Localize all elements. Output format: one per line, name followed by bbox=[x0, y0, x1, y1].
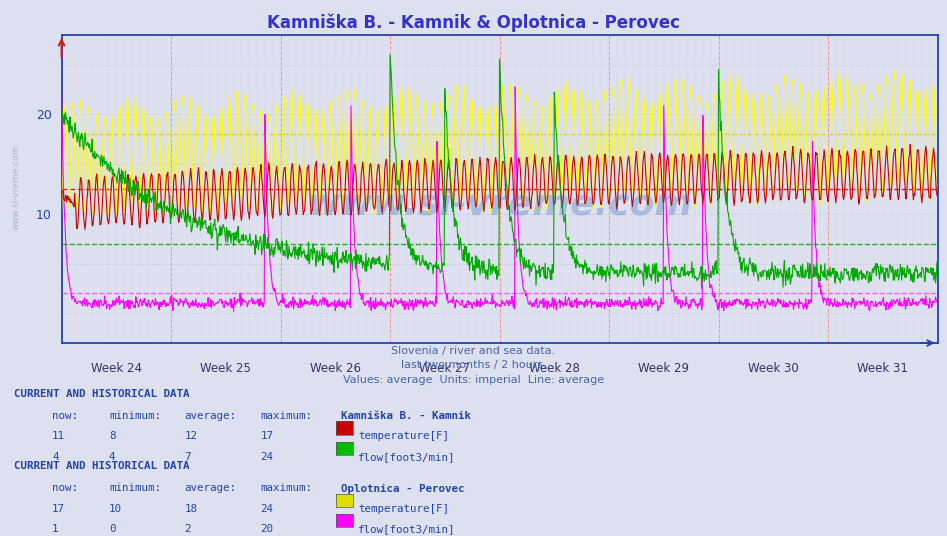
Text: Slovenia / river and sea data.: Slovenia / river and sea data. bbox=[391, 346, 556, 356]
Text: now:: now: bbox=[52, 411, 78, 421]
Text: 17: 17 bbox=[260, 431, 274, 442]
Text: 8: 8 bbox=[109, 431, 116, 442]
Text: www.si-vreme.com: www.si-vreme.com bbox=[307, 188, 692, 221]
Text: 17: 17 bbox=[52, 504, 65, 514]
Text: 0: 0 bbox=[109, 524, 116, 534]
Text: CURRENT AND HISTORICAL DATA: CURRENT AND HISTORICAL DATA bbox=[14, 461, 189, 471]
Text: Week 29: Week 29 bbox=[638, 362, 689, 375]
Text: 11: 11 bbox=[52, 431, 65, 442]
Text: flow[foot3/min]: flow[foot3/min] bbox=[358, 452, 456, 462]
Text: now:: now: bbox=[52, 483, 78, 494]
Text: Oplotnica - Perovec: Oplotnica - Perovec bbox=[341, 483, 464, 494]
Text: 7: 7 bbox=[185, 452, 191, 462]
Text: 2: 2 bbox=[185, 524, 191, 534]
Text: last two months / 2 hours.: last two months / 2 hours. bbox=[401, 360, 546, 370]
Text: Kamniška B. - Kamnik & Oplotnica - Perovec: Kamniška B. - Kamnik & Oplotnica - Perov… bbox=[267, 13, 680, 32]
Text: minimum:: minimum: bbox=[109, 483, 161, 494]
Text: 4: 4 bbox=[109, 452, 116, 462]
Text: Week 25: Week 25 bbox=[201, 362, 251, 375]
Text: Values: average  Units: imperial  Line: average: Values: average Units: imperial Line: av… bbox=[343, 375, 604, 385]
Text: 24: 24 bbox=[260, 504, 274, 514]
Text: 18: 18 bbox=[185, 504, 198, 514]
Text: average:: average: bbox=[185, 483, 237, 494]
Text: maximum:: maximum: bbox=[260, 411, 313, 421]
Text: Kamniška B. - Kamnik: Kamniška B. - Kamnik bbox=[341, 411, 471, 421]
Text: average:: average: bbox=[185, 411, 237, 421]
Text: Week 27: Week 27 bbox=[420, 362, 471, 375]
Text: flow[foot3/min]: flow[foot3/min] bbox=[358, 524, 456, 534]
Text: 1: 1 bbox=[52, 524, 59, 534]
Text: Week 26: Week 26 bbox=[310, 362, 361, 375]
Text: 24: 24 bbox=[260, 452, 274, 462]
Text: temperature[F]: temperature[F] bbox=[358, 431, 449, 442]
Text: 12: 12 bbox=[185, 431, 198, 442]
Text: Week 31: Week 31 bbox=[857, 362, 908, 375]
Text: 20: 20 bbox=[260, 524, 274, 534]
Text: maximum:: maximum: bbox=[260, 483, 313, 494]
Text: www.si-vreme.com: www.si-vreme.com bbox=[11, 145, 21, 230]
Text: Week 28: Week 28 bbox=[528, 362, 580, 375]
Text: 10: 10 bbox=[109, 504, 122, 514]
Text: minimum:: minimum: bbox=[109, 411, 161, 421]
Text: Week 30: Week 30 bbox=[748, 362, 798, 375]
Text: Week 24: Week 24 bbox=[91, 362, 142, 375]
Text: CURRENT AND HISTORICAL DATA: CURRENT AND HISTORICAL DATA bbox=[14, 389, 189, 399]
Text: 4: 4 bbox=[52, 452, 59, 462]
Text: temperature[F]: temperature[F] bbox=[358, 504, 449, 514]
